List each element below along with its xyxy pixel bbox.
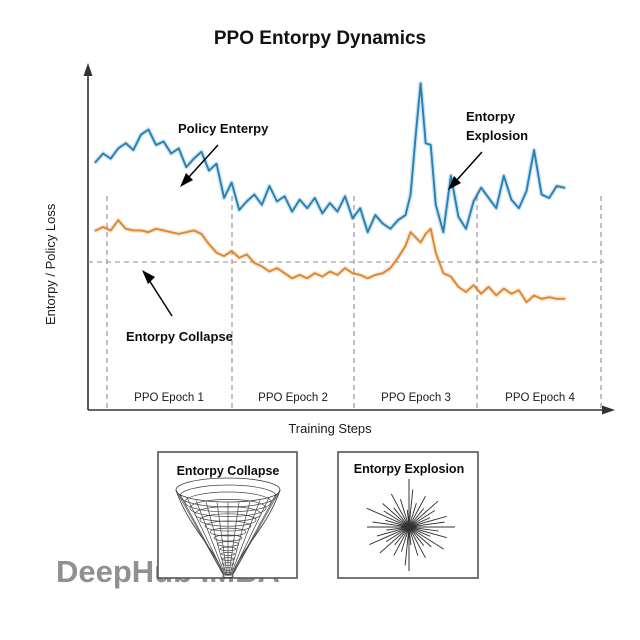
annotation-label-entropy-explosion-line1: Entorpy: [466, 109, 516, 124]
epoch-label-3: PPO Epoch 3: [381, 392, 451, 404]
y-axis-arrow-icon: [83, 63, 93, 76]
annotation-arrow-entropy-explosion: [448, 151, 483, 190]
epoch-label-1: PPO Epoch 1: [134, 392, 204, 404]
starburst-ray: [390, 493, 409, 527]
starburst-ray: [385, 519, 408, 528]
starburst-ray: [408, 489, 414, 526]
x-axis-label: Training Steps: [288, 421, 372, 436]
starburst-ray: [409, 517, 431, 527]
starburst-ray: [379, 527, 409, 554]
starburst-ray: [366, 507, 409, 527]
starburst-ray: [409, 527, 431, 537]
starburst-ray: [382, 503, 409, 527]
starburst-ray: [410, 515, 447, 528]
annotation-arrow-policy-entropy: [180, 144, 219, 187]
starburst-ray: [409, 527, 444, 550]
starburst-ray: [383, 510, 409, 527]
y-axis: [83, 63, 93, 410]
series-line-policy-entropy: [94, 82, 566, 234]
starburst-ray: [409, 527, 432, 548]
radial-starburst-icon: [366, 479, 455, 571]
starburst-ray: [385, 527, 409, 543]
starburst-ray: [408, 528, 419, 556]
starburst-ray: [410, 526, 439, 532]
starburst-center: [406, 524, 412, 530]
starburst-ray: [404, 528, 410, 566]
starburst-ray: [409, 495, 426, 527]
annotation-label-entropy-explosion-line2: Explosion: [466, 128, 528, 143]
starburst-ray: [409, 527, 425, 546]
annotation-entropy-collapse: Entorpy Collapse: [126, 270, 233, 344]
epoch-labels: PPO Epoch 1 PPO Epoch 2 PPO Epoch 3 PPO …: [134, 392, 575, 404]
entropy-explosion-panel-title: Entorpy Explosion: [354, 462, 464, 476]
page-title: PPO Entorpy Dynamics: [214, 28, 426, 49]
annotation-entropy-explosion: Entorpy Explosion: [448, 109, 528, 190]
entropy-explosion-panel[interactable]: Entorpy Explosion: [337, 451, 479, 579]
epoch-label-2: PPO Epoch 2: [258, 392, 328, 404]
x-axis: [88, 405, 615, 415]
starburst-ray: [369, 527, 409, 545]
series-group: [93, 81, 567, 305]
series-line-policy-loss: [94, 219, 566, 304]
starburst-ray: [409, 500, 439, 527]
annotation-policy-entropy: Policy Enterpy: [178, 121, 269, 187]
starburst-ray: [409, 527, 426, 559]
starburst-ray: [394, 527, 409, 546]
funnel-vortex-icon: [175, 477, 281, 579]
starburst-ray: [393, 507, 409, 527]
starburst-ray: [393, 527, 409, 556]
starburst-ray: [372, 521, 408, 528]
entropy-collapse-panel-box[interactable]: [157, 451, 298, 579]
annotation-arrow-entropy-collapse: [142, 270, 173, 317]
starburst-ray: [408, 503, 417, 526]
starburst-ray: [410, 526, 447, 539]
starburst-ray: [409, 508, 425, 527]
x-axis-arrow-icon: [602, 405, 615, 415]
chart-plot-area: Entorpy / Policy Loss Training Steps PPO…: [43, 63, 615, 436]
starburst-ray: [399, 499, 410, 526]
entropy-collapse-panel[interactable]: Entorpy Collapse: [157, 451, 298, 579]
epoch-label-4: PPO Epoch 4: [505, 392, 575, 404]
annotation-label-policy-entropy: Policy Enterpy: [178, 121, 269, 136]
entropy-collapse-panel-title: Entorpy Collapse: [177, 464, 280, 478]
annotation-label-entropy-collapse: Entorpy Collapse: [126, 329, 233, 344]
starburst-ray: [410, 521, 445, 528]
starburst-ray: [376, 526, 408, 537]
starburst-ray: [400, 528, 410, 552]
starburst-ray: [409, 509, 436, 527]
y-axis-label: Entorpy / Policy Loss: [43, 203, 58, 325]
starburst-ray: [386, 526, 408, 531]
